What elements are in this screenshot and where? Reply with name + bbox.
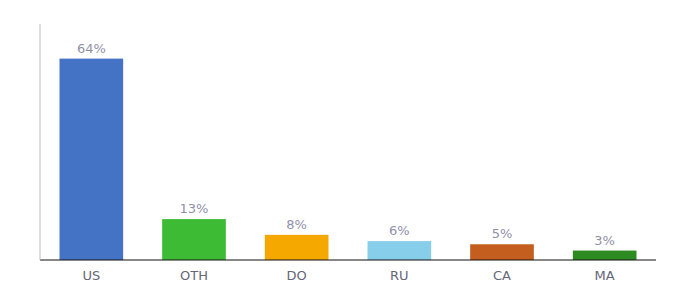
bar xyxy=(162,219,226,260)
x-tick-label: OTH xyxy=(180,268,208,283)
x-tick-label: CA xyxy=(493,268,511,283)
bars xyxy=(60,59,637,260)
x-tick-label: RU xyxy=(390,268,409,283)
bar xyxy=(368,241,432,260)
data-label: 13% xyxy=(180,201,209,216)
x-axis-line xyxy=(40,259,656,260)
data-label: 5% xyxy=(492,226,513,241)
data-label: 3% xyxy=(594,233,615,248)
bar xyxy=(60,59,124,260)
x-tick-label: DO xyxy=(287,268,307,283)
data-label: 8% xyxy=(286,217,307,232)
bar xyxy=(265,235,329,260)
x-tick-label: US xyxy=(82,268,100,283)
bar xyxy=(470,244,534,260)
chart-svg: 64% 13% 8% 6% 5% 3% US OTH DO RU CA MA xyxy=(0,0,680,300)
data-label: 6% xyxy=(389,223,410,238)
bar xyxy=(573,251,637,260)
x-tick-label: MA xyxy=(595,268,615,283)
chart-container: 64% 13% 8% 6% 5% 3% US OTH DO RU CA MA xyxy=(0,0,680,300)
data-label: 64% xyxy=(77,41,106,56)
y-axis-line xyxy=(40,24,41,260)
